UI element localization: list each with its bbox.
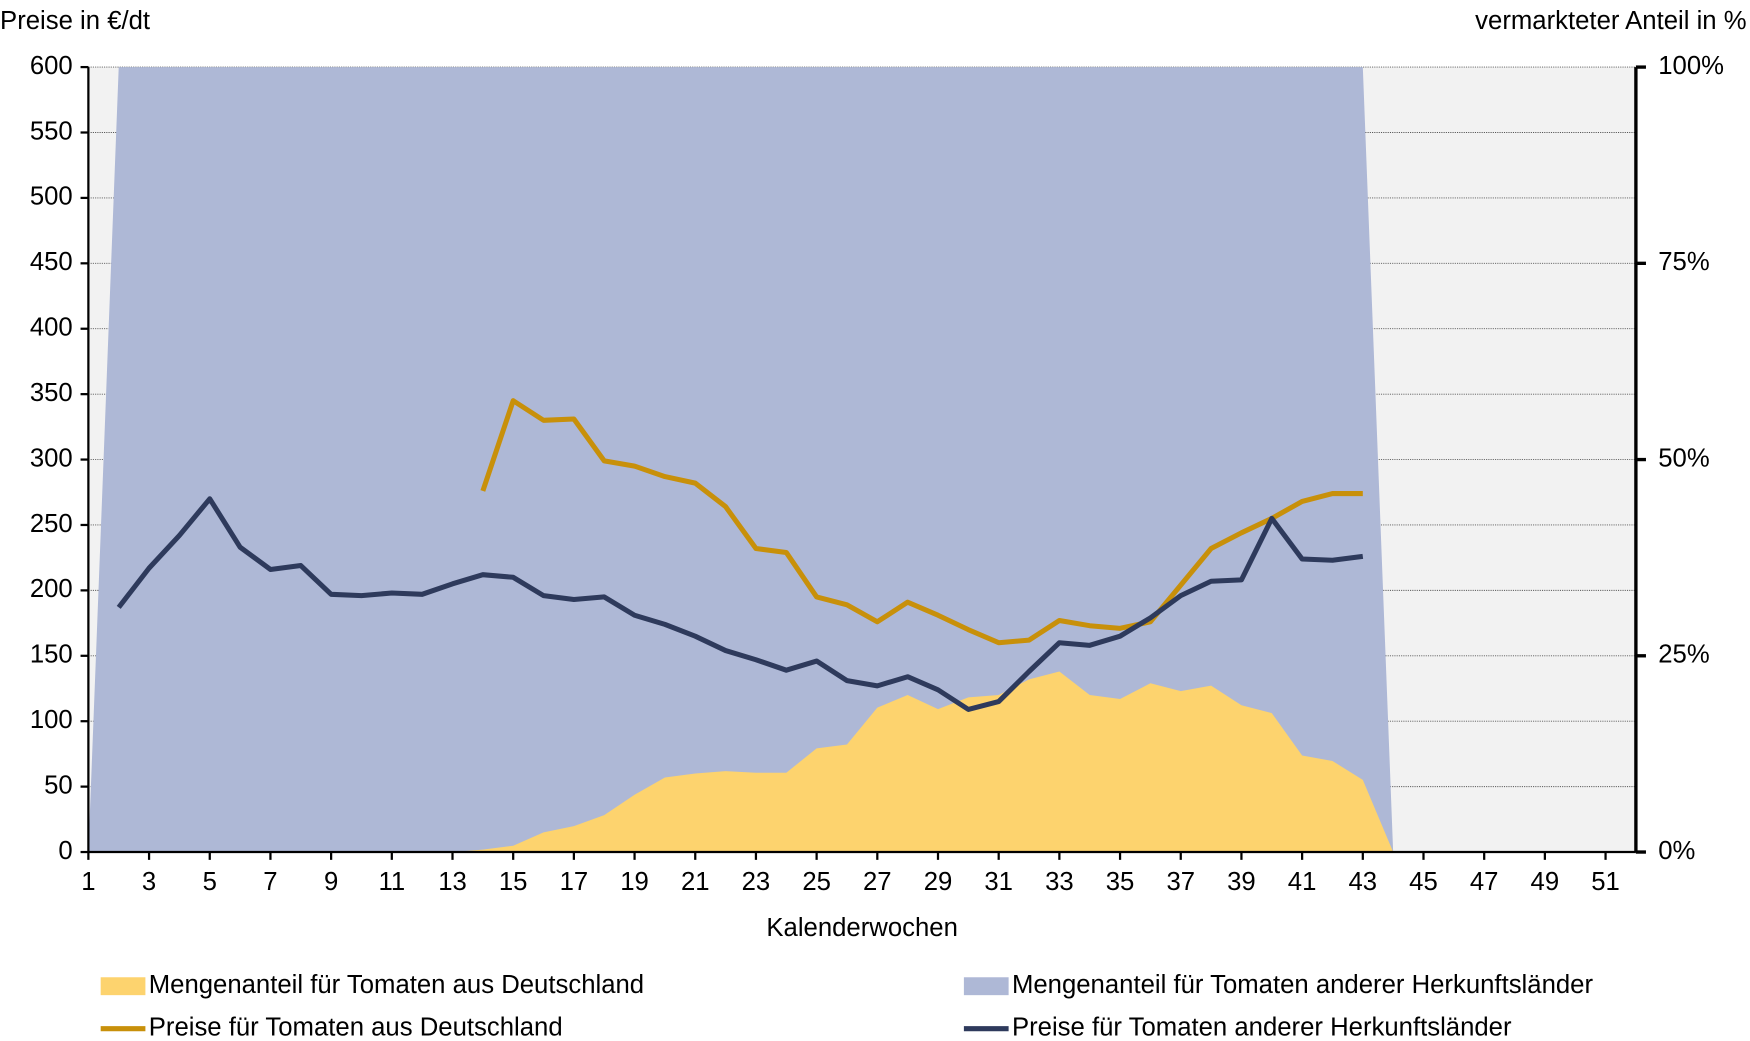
y-tick-label: 150: [30, 641, 73, 669]
y-tick-label: 250: [30, 510, 73, 538]
y2-tick-label: 50%: [1658, 444, 1709, 472]
x-tick-label: 29: [924, 868, 953, 896]
x-tick-label: 9: [324, 868, 338, 896]
x-tick-label: 1: [81, 868, 95, 896]
legend-label: Mengenanteil für Tomaten aus Deutschland: [149, 971, 644, 999]
x-tick-label: 25: [802, 868, 831, 896]
y-tick-label: 500: [30, 183, 73, 211]
x-tick-label: 3: [142, 868, 156, 896]
x-tick-label: 17: [560, 868, 589, 896]
x-tick-label: 45: [1409, 868, 1438, 896]
y-tick-label: 0: [58, 837, 72, 865]
line: [116, 496, 1364, 712]
y2-axis-label: vermarkteter Anteil in %: [1475, 7, 1746, 35]
y-tick-label: 450: [30, 248, 73, 276]
x-tick-label: 27: [863, 868, 892, 896]
x-tick-label: 49: [1531, 868, 1560, 896]
x-tick-label: 23: [742, 868, 771, 896]
x-axis-label: Kalenderwochen: [766, 914, 957, 942]
legend-label: Preise für Tomaten anderer Herkunftsländ…: [1012, 1013, 1512, 1041]
y2-tick-label: 75%: [1658, 248, 1709, 276]
y-tick-label: 600: [30, 52, 73, 80]
area: [88, 67, 1394, 853]
y-axis-label: Preise in €/dt: [0, 7, 150, 35]
y-tick-label: 300: [30, 444, 73, 472]
x-tick-label: 5: [203, 868, 217, 896]
x-tick-label: 13: [438, 868, 467, 896]
legend-swatch: [963, 977, 1009, 996]
area: [88, 671, 1394, 853]
x-tick-label: 21: [681, 868, 710, 896]
y2-tick-label: 100%: [1658, 52, 1724, 80]
x-tick-label: 33: [1045, 868, 1074, 896]
y2-tick-label: 0%: [1658, 837, 1695, 865]
y-tick-label: 350: [30, 379, 73, 407]
y-tick-label: 550: [30, 117, 73, 145]
x-tick-label: 41: [1288, 868, 1317, 896]
x-tick-label: 11: [378, 868, 405, 896]
y-tick-label: 400: [30, 314, 73, 342]
legend-swatch: [100, 977, 146, 996]
y-tick-label: 50: [44, 771, 73, 799]
x-tick-label: 15: [499, 868, 528, 896]
legend-label: Mengenanteil für Tomaten anderer Herkunf…: [1012, 971, 1593, 999]
x-tick-label: 39: [1227, 868, 1256, 896]
x-tick-label: 51: [1591, 868, 1620, 896]
x-tick-label: 31: [984, 868, 1013, 896]
x-tick-label: 47: [1470, 868, 1499, 896]
y-tick-label: 100: [30, 706, 73, 734]
y2-tick-label: 25%: [1658, 641, 1709, 669]
x-tick-label: 19: [620, 868, 649, 896]
line: [480, 398, 1363, 646]
x-tick-label: 43: [1349, 868, 1378, 896]
x-tick-label: 35: [1106, 868, 1135, 896]
legend-label: Preise für Tomaten aus Deutschland: [149, 1013, 563, 1041]
x-tick-label: 37: [1166, 868, 1195, 896]
x-tick-label: 7: [263, 868, 277, 896]
y-tick-label: 200: [30, 575, 73, 603]
